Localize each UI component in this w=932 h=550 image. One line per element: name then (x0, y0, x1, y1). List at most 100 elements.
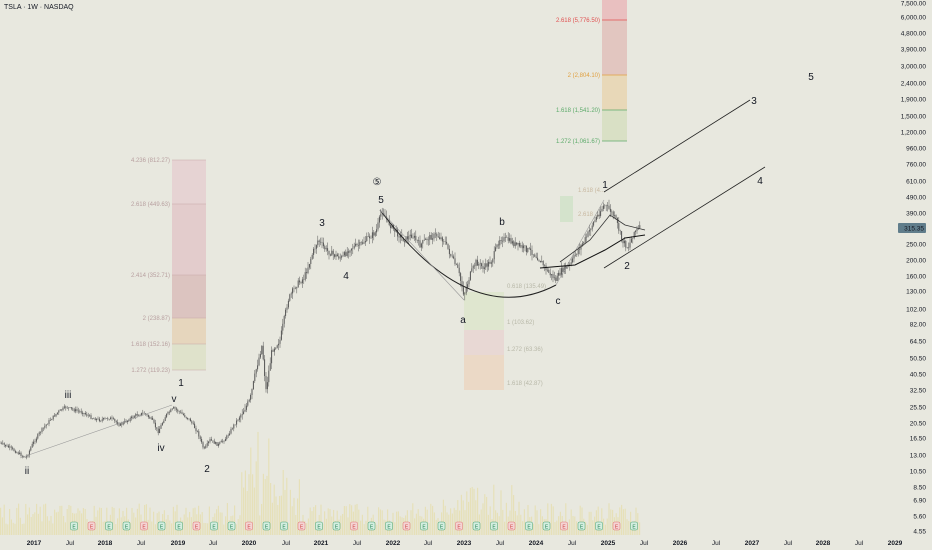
candle-body (630, 238, 632, 243)
volume-bar (309, 507, 311, 535)
volume-bar (446, 512, 448, 535)
candle-body (576, 254, 578, 255)
candle-body (454, 258, 456, 265)
volume-bar (450, 508, 452, 535)
candle-body (195, 428, 197, 432)
x-tick-label: 2026 (673, 540, 688, 547)
candle-body (35, 438, 37, 442)
candle-body (418, 240, 420, 241)
volume-bar (498, 516, 500, 535)
candle-body (238, 417, 240, 420)
volume-bar (462, 500, 464, 535)
candle-body (47, 424, 49, 425)
y-tick-label: 8.50 (913, 485, 926, 492)
volume-bar (311, 511, 313, 535)
candle-body (37, 434, 39, 439)
candle-body (419, 240, 421, 248)
earnings-icon-letter: E (160, 525, 164, 531)
volume-bar (486, 496, 488, 535)
candle-body (63, 406, 65, 408)
candle-body (300, 282, 302, 284)
upper-channel-line (603, 99, 751, 193)
volume-bar (347, 517, 349, 535)
volume-bar (187, 517, 189, 535)
volume-bar (279, 495, 281, 535)
earnings-icon-letter: E (247, 525, 251, 531)
candle-body (313, 248, 315, 255)
earnings-icon-letter: E (195, 525, 199, 531)
volume-bar (32, 514, 34, 535)
volume-bar (414, 518, 416, 535)
candle-body (103, 418, 105, 420)
candle-body (488, 261, 490, 267)
volume-bar (489, 506, 491, 535)
volume-bars (0, 431, 641, 535)
volume-bar (138, 503, 140, 535)
candle-body (406, 236, 408, 240)
volume-bar (585, 521, 587, 535)
candle-body (334, 254, 336, 257)
volume-bar (253, 487, 255, 535)
wave-label: ii (25, 466, 29, 477)
price-axis[interactable]: 7,500.00 6,000.00 4,800.00 3,900.00 3,000.00… (898, 1, 926, 536)
volume-bar (86, 519, 88, 535)
volume-bar (217, 505, 219, 535)
volume-bar (66, 509, 68, 535)
volume-bar (14, 523, 16, 535)
volume-bar (550, 503, 552, 535)
candle-body (20, 452, 22, 457)
earnings-icon (192, 521, 201, 531)
candle-body (402, 237, 404, 242)
candle-body (397, 229, 399, 237)
candle-body (587, 231, 589, 237)
time-axis[interactable]: 2017 Jul 2018 Jul 2019 Jul 2020 Jul 2021 Jul 2022 J… (27, 540, 903, 547)
volume-bar (145, 504, 147, 535)
volume-bar (30, 517, 32, 535)
candle-body (434, 233, 436, 235)
volume-bar (619, 507, 621, 535)
candle-body (441, 237, 443, 242)
volume-bar (149, 507, 151, 535)
volume-bar (259, 515, 261, 535)
volume-bar (307, 518, 309, 535)
volume-bar (41, 521, 43, 535)
candle-body (364, 241, 366, 243)
candle-body (556, 275, 558, 281)
candle-body (412, 237, 414, 239)
candle-body (301, 279, 303, 284)
volume-bar (57, 511, 59, 535)
candle-body (600, 211, 602, 216)
candle-body (272, 350, 274, 352)
candle-body (199, 436, 201, 439)
candle-body (611, 211, 613, 213)
earnings-icon (490, 521, 498, 531)
candle-body (203, 447, 205, 449)
volume-bar (104, 520, 106, 535)
earnings-icon (70, 521, 78, 531)
candle-body (0, 442, 1, 444)
candle-body (55, 413, 57, 417)
candle-body (269, 363, 271, 371)
volume-bar (194, 507, 196, 535)
candle-body (208, 441, 210, 444)
candle-body (510, 238, 512, 244)
candle-body (304, 272, 306, 280)
candle-body (356, 243, 358, 246)
candle-body (26, 456, 28, 458)
candle-body (27, 455, 29, 457)
candle-body (96, 418, 98, 421)
candle-body (254, 373, 256, 382)
candle-body (185, 416, 187, 418)
volume-bar (361, 514, 363, 535)
volume-bar (313, 506, 315, 535)
volume-bar (394, 522, 396, 535)
candle-body (632, 238, 634, 239)
volume-bar (189, 511, 191, 535)
volume-bar (133, 512, 135, 535)
candle-body (525, 245, 527, 253)
volume-bar (55, 512, 57, 535)
candle-body (292, 288, 294, 294)
earnings-icon (472, 521, 481, 531)
